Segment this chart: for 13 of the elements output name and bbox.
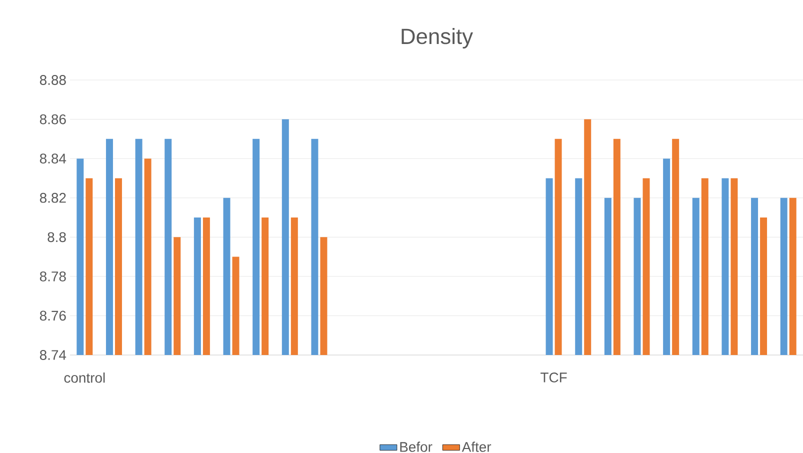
legend-label: Befor xyxy=(400,442,432,452)
y-tick-label: 8.8 xyxy=(48,232,66,242)
y-tick-label: 8.84 xyxy=(40,154,66,164)
x-tick-label: TCF xyxy=(540,372,567,382)
legend-label: After xyxy=(462,442,492,452)
chart-title: Density xyxy=(402,28,473,48)
y-tick-label: 8.76 xyxy=(40,310,66,321)
y-tick-label: 8.88 xyxy=(40,75,66,85)
y-tick-label: 8.86 xyxy=(40,114,66,124)
y-tick-label: 8.82 xyxy=(40,192,66,203)
x-tick-label: control xyxy=(64,372,105,383)
y-tick-label: 8.74 xyxy=(40,350,66,360)
y-tick-label: 8.78 xyxy=(40,271,66,282)
